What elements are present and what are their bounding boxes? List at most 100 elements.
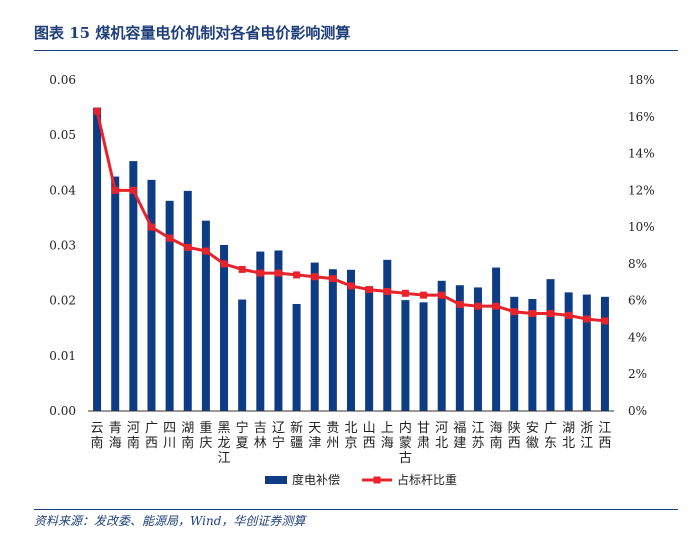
line-point [438, 291, 446, 299]
bar [328, 269, 337, 411]
x-tick-label: 海南 [490, 421, 503, 451]
right-axis-tick-label: 14% [628, 147, 655, 161]
bar [183, 190, 192, 411]
bar [492, 267, 501, 411]
bar [238, 299, 247, 411]
line-point [347, 282, 355, 290]
line-point [510, 308, 518, 316]
line-point [93, 107, 101, 115]
x-tick-label: 河北 [435, 421, 448, 451]
line-point [166, 234, 174, 242]
line-point [601, 317, 609, 325]
bar [401, 300, 410, 411]
right-axis-tick-label: 2% [628, 367, 647, 381]
source-note: 资料来源：发改委、能源局，Wind，华创证券测算 [34, 514, 306, 528]
right-axis-tick-label: 0% [628, 404, 647, 418]
line-point [420, 291, 428, 299]
source-divider [34, 509, 678, 510]
right-axis-tick-label: 18% [628, 73, 655, 87]
x-tick-label: 青海 [109, 421, 122, 451]
x-tick-label: 云南 [91, 421, 104, 451]
x-tick-label: 甘肃 [417, 421, 430, 451]
bar [528, 299, 537, 411]
line-point [202, 247, 210, 255]
left-axis-tick-label: 0.05 [49, 128, 76, 142]
bar [201, 220, 210, 411]
left-axis-tick-label: 0.01 [49, 349, 76, 363]
x-tick-label: 陕西 [508, 421, 521, 451]
x-tick-label: 广东 [544, 421, 557, 451]
x-tick-label: 福建 [453, 421, 466, 451]
bar [510, 296, 519, 411]
x-tick-label: 北京 [344, 421, 357, 451]
bar [582, 294, 591, 411]
x-tick-label: 贵州 [326, 421, 339, 451]
chart-title: 图表 15 煤机容量电价机制对各省电价影响测算 [34, 24, 351, 42]
bar [292, 303, 301, 411]
line-point [329, 275, 337, 283]
line-point [147, 223, 155, 231]
line-point [456, 300, 464, 308]
right-axis-tick-label: 8% [628, 257, 647, 271]
line-point [238, 265, 246, 273]
x-tick-label: 安徽 [526, 421, 539, 451]
line-point [528, 310, 536, 318]
line-point [492, 302, 500, 310]
x-tick-label: 内蒙古 [399, 420, 412, 466]
legend-line-label: 占标杆比重 [397, 472, 457, 487]
x-tick-label: 重庆 [199, 420, 212, 451]
bar [347, 269, 355, 411]
right-axis-tick-label: 12% [628, 183, 655, 197]
line-point [547, 310, 555, 318]
left-axis-tick-label: 0.00 [49, 404, 76, 418]
bar [256, 251, 265, 411]
left-axis-tick-label: 0.04 [49, 183, 76, 197]
chart: 0.00 0.01 0.02 0.03 0.04 0.05 0.06 0% 2% 4% 6% 8% 10… [49, 73, 655, 487]
x-tick-label: 辽宁 [272, 421, 285, 451]
line-point [293, 271, 301, 279]
line-point [111, 186, 119, 194]
line-point [129, 186, 137, 194]
bar [310, 262, 319, 411]
line-point [474, 302, 482, 310]
line-point [184, 243, 192, 251]
bar [419, 302, 428, 411]
bar [455, 285, 464, 411]
x-tick-label: 湖南 [181, 421, 194, 451]
bar [220, 244, 229, 411]
legend-bar-label: 度电补偿 [292, 472, 340, 487]
x-tick-label: 山西 [363, 421, 376, 451]
line-point [383, 287, 391, 295]
x-tick-label: 广西 [145, 421, 158, 451]
x-tick-label: 吉林 [254, 421, 267, 451]
line-point [583, 315, 591, 323]
line-point [274, 269, 282, 277]
bar [383, 259, 392, 411]
bar [274, 250, 283, 411]
x-tick-label: 黑龙江 [218, 421, 231, 466]
left-axis-tick-label: 0.02 [49, 294, 76, 308]
line-point [220, 260, 228, 268]
x-tick-label: 天津 [308, 421, 321, 451]
bar [437, 280, 446, 411]
left-axis-tick-label: 0.03 [49, 239, 76, 253]
legend-bar-swatch [265, 476, 287, 484]
bar [473, 287, 482, 411]
bar [365, 286, 374, 411]
x-tick-label: 江西 [598, 421, 611, 451]
x-tick-label: 湖北 [562, 421, 575, 451]
x-tick-label: 四川 [163, 421, 176, 451]
bar [600, 296, 609, 411]
line-point [311, 273, 319, 281]
line-point [565, 311, 573, 319]
bar [129, 161, 138, 411]
x-tick-label: 浙江 [580, 421, 593, 451]
bar [93, 107, 102, 411]
bar [165, 200, 174, 411]
line-point [365, 286, 373, 294]
bar [111, 176, 120, 411]
line-point [256, 269, 264, 277]
bar [147, 179, 156, 411]
right-axis-tick-label: 6% [628, 294, 647, 308]
x-tick-label: 新疆 [290, 420, 303, 451]
